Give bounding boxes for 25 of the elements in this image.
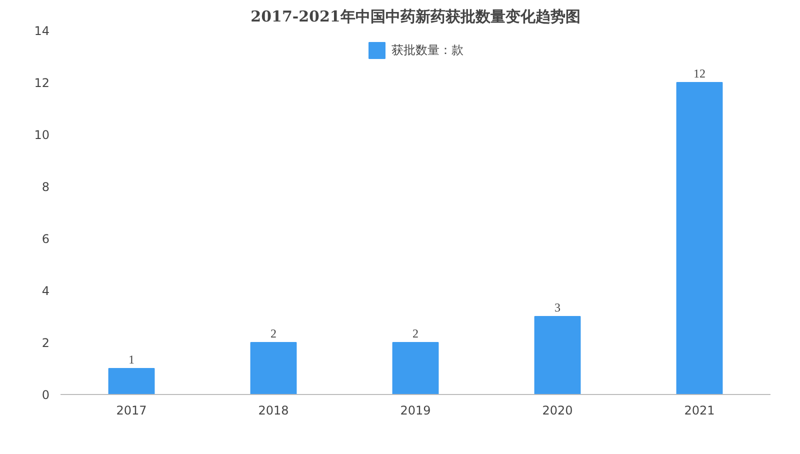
- bar: [676, 82, 723, 394]
- bar: [534, 316, 581, 394]
- chart-title: 2017-2021年中国中药新药获批数量变化趋势图: [250, 8, 580, 26]
- x-tick-label: 2021: [684, 404, 715, 418]
- y-tick-label: 4: [42, 284, 50, 298]
- y-tick-label: 6: [42, 232, 50, 246]
- bar: [392, 342, 439, 394]
- y-tick-label: 2: [42, 336, 50, 350]
- x-tick-label: 2018: [258, 404, 289, 418]
- y-tick-label: 8: [42, 180, 50, 194]
- data-label: 1: [128, 352, 134, 366]
- y-tick-label: 14: [34, 24, 50, 38]
- y-tick-label: 12: [34, 76, 50, 90]
- y-tick-label: 0: [42, 388, 50, 402]
- bar: [108, 368, 155, 394]
- data-label: 2: [270, 326, 276, 340]
- x-tick-label: 2017: [116, 404, 147, 418]
- x-tick-label: 2020: [542, 404, 573, 418]
- data-label: 12: [694, 66, 706, 80]
- y-tick-label: 10: [34, 128, 50, 142]
- data-label: 3: [554, 300, 560, 314]
- data-label: 2: [412, 326, 418, 340]
- bar: [250, 342, 297, 394]
- legend-label: 获批数量：款: [392, 42, 464, 58]
- x-tick-label: 2019: [400, 404, 431, 418]
